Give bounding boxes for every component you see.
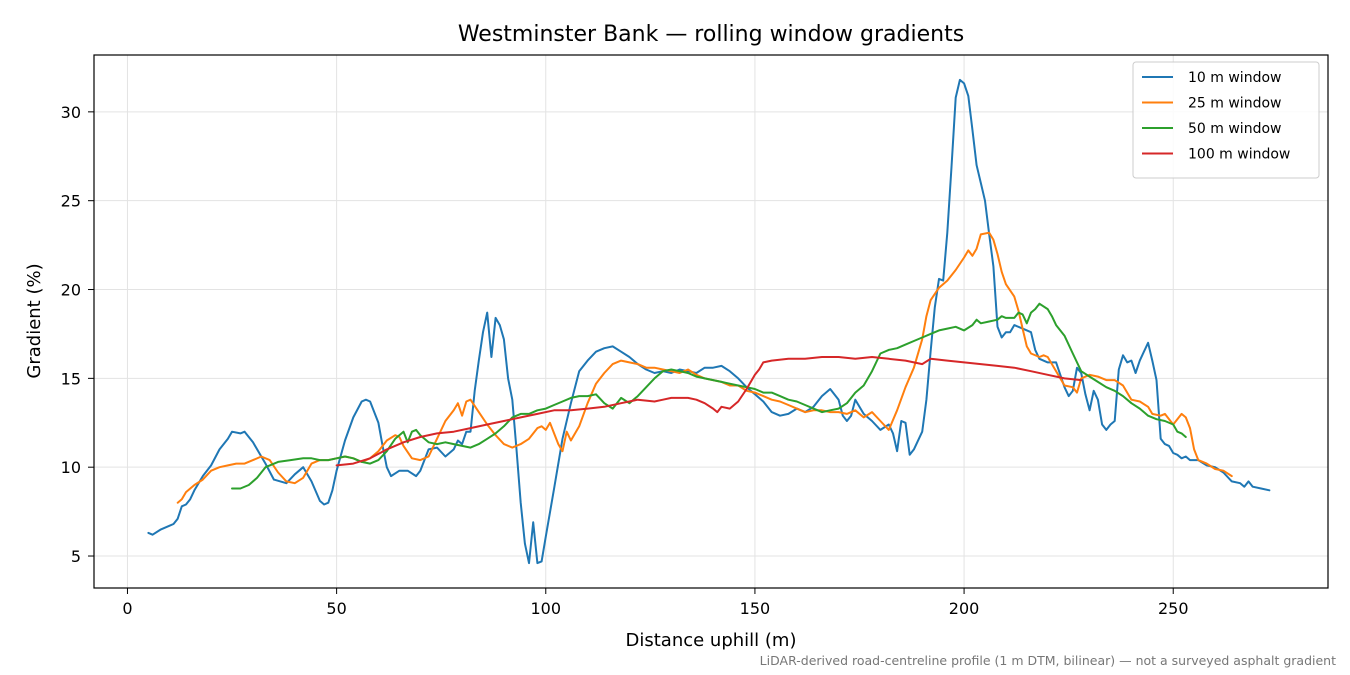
legend: 10 m window 25 m window 50 m window 100 m w… (1132, 61, 1320, 179)
legend-label-2: 25 m window (1188, 96, 1281, 112)
x-axis-label: Distance uphill (m) (626, 630, 797, 651)
x-tick-label: 100 (530, 599, 561, 618)
axis-ticks: 0 50 100 150 200 250 5 10 15 20 25 30 (61, 103, 1189, 618)
y-tick-label: 5 (71, 547, 81, 566)
y-tick-label: 10 (61, 458, 81, 477)
series-line-4 (335, 356, 1083, 467)
plot-frame (93, 54, 1329, 589)
x-tick-label: 50 (326, 599, 346, 618)
series-line-1 (147, 78, 1271, 565)
x-tick-label: 150 (740, 599, 771, 618)
grid (94, 55, 1328, 588)
x-tick-label: 200 (949, 599, 980, 618)
legend-label-4: 100 m window (1188, 147, 1290, 163)
series-line-3 (231, 302, 1187, 490)
legend-label-3: 50 m window (1188, 121, 1281, 137)
x-tick-label: 0 (122, 599, 132, 618)
chart-title: Westminster Bank — rolling window gradie… (458, 22, 964, 47)
x-tick-label: 250 (1158, 599, 1189, 618)
legend-label-1: 10 m window (1188, 70, 1281, 86)
y-tick-label: 25 (61, 192, 81, 211)
y-axis-label: Gradient (%) (24, 263, 45, 378)
y-tick-label: 20 (61, 281, 81, 300)
series-lines (147, 78, 1271, 565)
y-tick-label: 15 (61, 369, 81, 388)
legend-box (1132, 61, 1320, 179)
footnote: LiDAR-derived road-centreline profile (1… (760, 653, 1336, 668)
y-tick-label: 30 (61, 103, 81, 122)
